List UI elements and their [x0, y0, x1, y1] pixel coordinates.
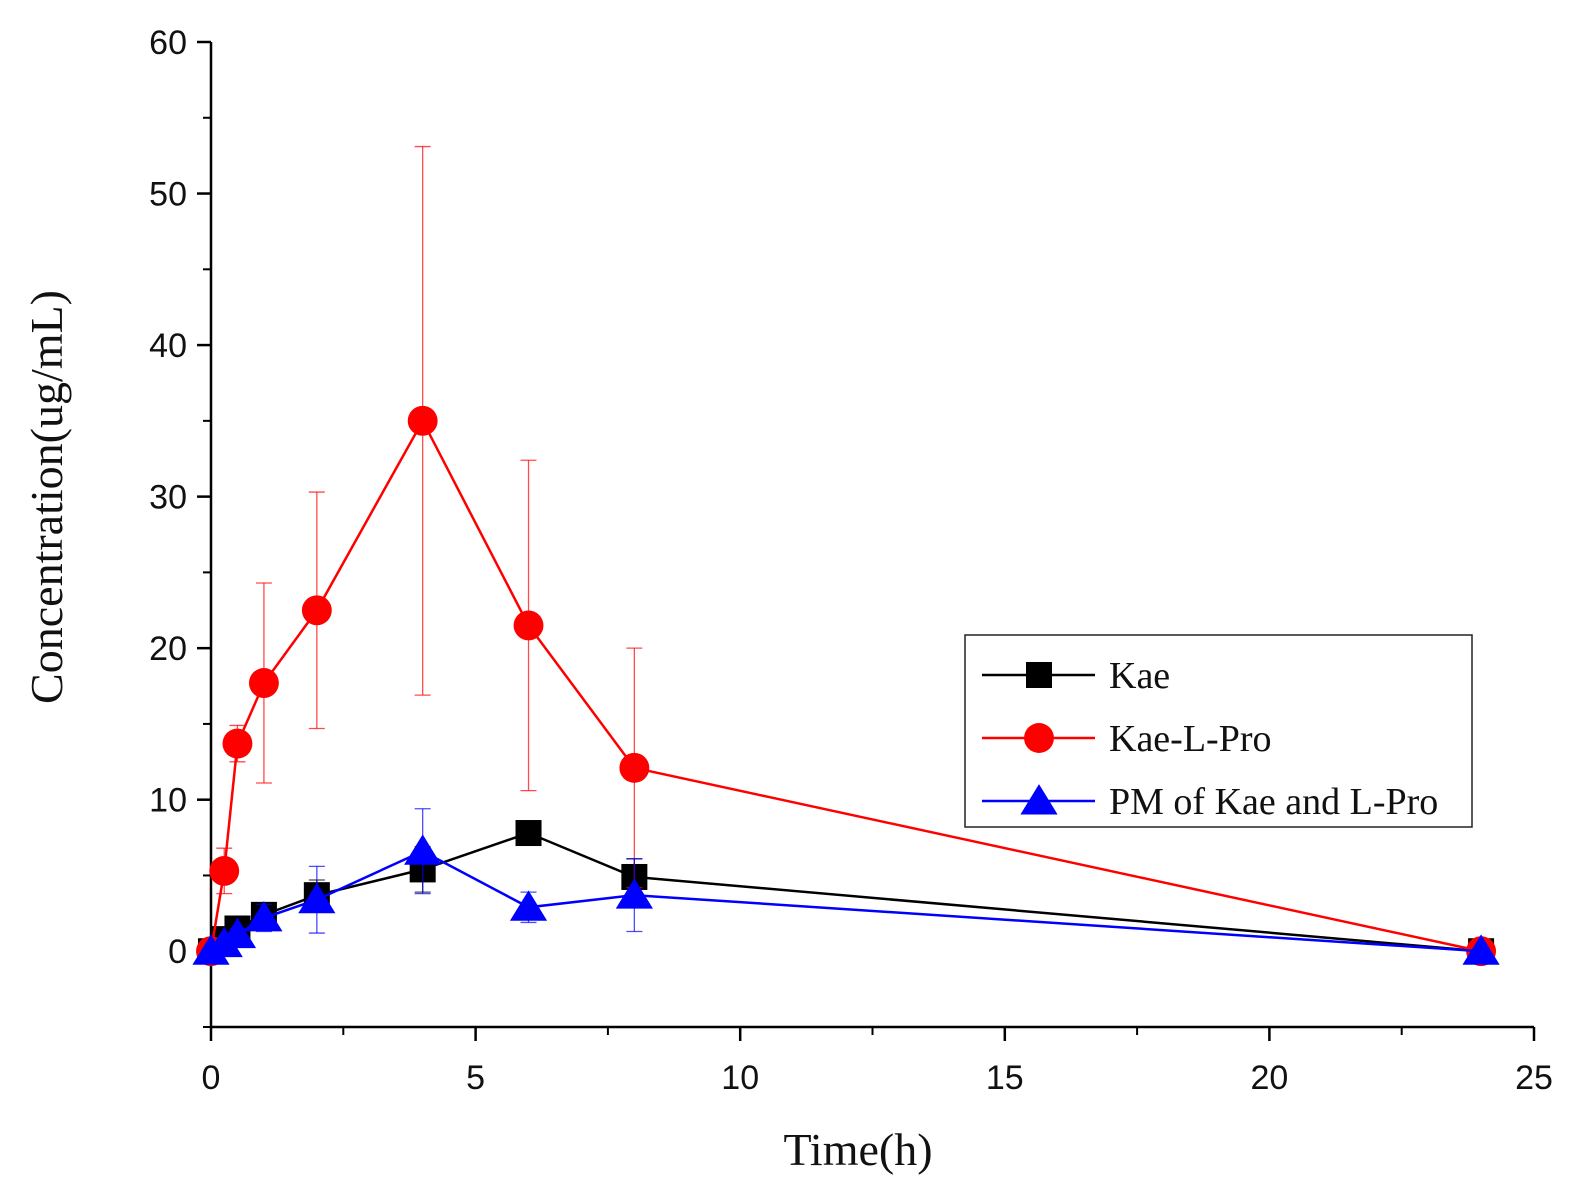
data-point: [513, 610, 544, 641]
data-point: [615, 878, 653, 909]
data-point: [248, 668, 279, 698]
series-line: [210, 831, 1482, 953]
x-tick-label: 10: [721, 1059, 759, 1097]
data-point: [407, 405, 438, 436]
y-tick-label: 20: [149, 630, 187, 668]
data-point: [218, 917, 257, 949]
x-tick-label: 5: [466, 1059, 485, 1097]
y-tick-label: 60: [149, 24, 187, 62]
series-kae: [198, 820, 1495, 965]
data-point: [1462, 934, 1500, 965]
axes: 0 10 20 30 40 50 60 0 5 10 15 20 25: [149, 24, 1553, 1097]
data-point: [619, 752, 650, 783]
data-point: [222, 728, 253, 759]
series-line: [210, 849, 1482, 953]
data-point: [298, 882, 336, 914]
data-point: [301, 595, 332, 626]
legend-marker: [1026, 662, 1052, 688]
y-tick-label: 40: [149, 327, 187, 365]
x-tick-label: 0: [202, 1059, 221, 1097]
data-point: [209, 855, 240, 886]
x-axis-title: Time(h): [783, 1124, 932, 1175]
legend-label: Kae-L-Pro: [1109, 718, 1271, 760]
y-tick-label: 0: [168, 933, 187, 971]
y-tick-label: 50: [149, 176, 187, 214]
y-axis-title: Concentration(ug/mL): [21, 290, 72, 704]
data-point: [509, 890, 548, 921]
x-tick-label: 15: [986, 1059, 1024, 1097]
legend: Kae Kae-L-Pro PM of Kae and L-Pro: [964, 634, 1473, 828]
data-point: [515, 820, 542, 847]
series-pm-of-kae-and-l-pro: [192, 808, 1500, 965]
x-tick-label: 25: [1515, 1059, 1553, 1097]
data-point: [404, 834, 442, 865]
legend-label: PM of Kae and L-Pro: [1109, 781, 1438, 823]
legend-label: Kae: [1109, 655, 1170, 697]
legend-marker: [1020, 784, 1058, 815]
x-tick-label: 20: [1250, 1059, 1288, 1097]
series-layer: [192, 145, 1500, 967]
legend-marker: [1024, 723, 1054, 753]
y-tick-label: 30: [149, 479, 187, 517]
series-kae-l-pro: [196, 145, 1497, 967]
y-tick-label: 10: [149, 782, 187, 820]
data-point: [245, 900, 283, 932]
